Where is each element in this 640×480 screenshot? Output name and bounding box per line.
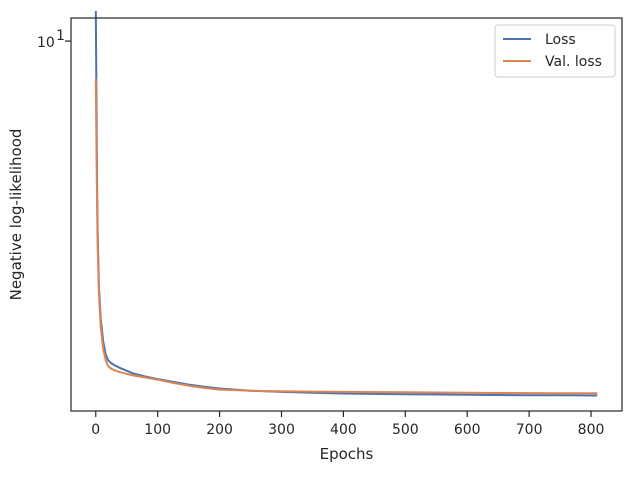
y-tick-label: 10 — [37, 35, 55, 51]
x-tick-label: 700 — [516, 422, 543, 438]
plot-frame — [70, 17, 623, 412]
x-tick-label: 600 — [454, 422, 481, 438]
series-line-val-loss — [94, 78, 598, 395]
x-axis-label: Epochs — [320, 445, 374, 463]
x-tick-label: 200 — [206, 422, 233, 438]
x-tick-label: 400 — [330, 422, 357, 438]
series-layer — [94, 10, 598, 397]
y-axis-label: Negative log-likelihood — [7, 129, 25, 301]
x-tick-label: 800 — [578, 422, 605, 438]
legend-label-loss: Loss — [545, 32, 576, 48]
x-tick-label: 100 — [144, 422, 171, 438]
plot-background — [71, 18, 622, 411]
x-tick-label: 300 — [268, 422, 295, 438]
y-tick-exponent: 1 — [56, 28, 65, 44]
y-ticks: 10 1 — [37, 28, 71, 51]
x-tick-label: 500 — [392, 422, 419, 438]
x-tick-label: 0 — [91, 422, 100, 438]
x-ticks: 0 100 200 300 400 500 600 700 800 — [91, 411, 604, 438]
legend-label-val-loss: Val. loss — [545, 54, 602, 70]
legend: Loss Val. loss — [494, 24, 616, 78]
